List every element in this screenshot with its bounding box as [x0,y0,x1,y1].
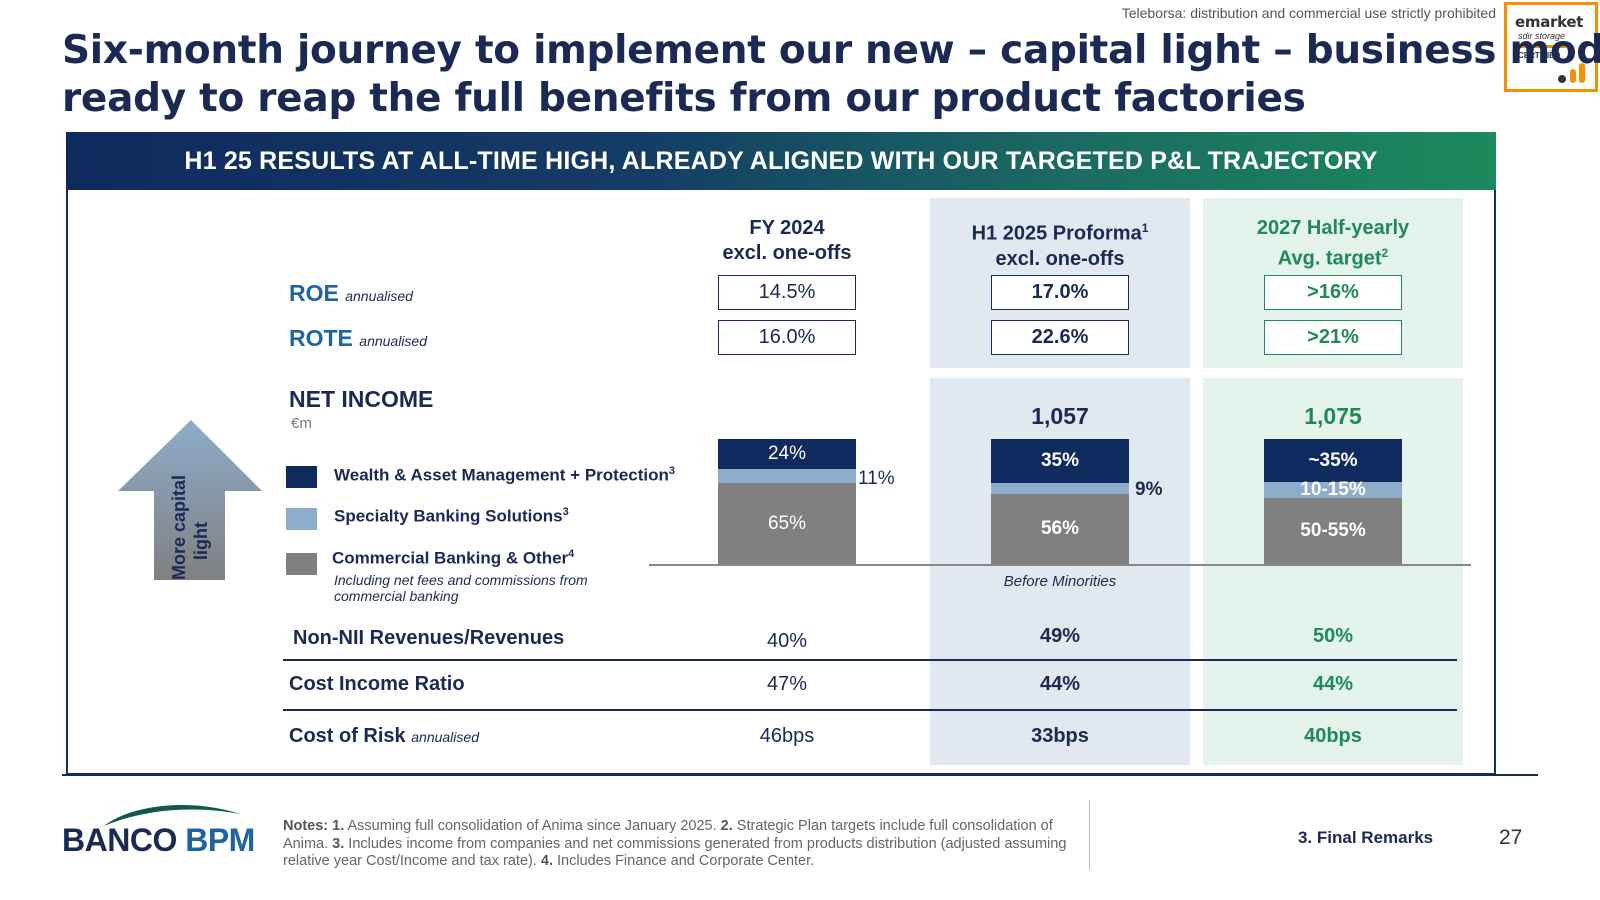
cir-h125: 44% [1039,673,1081,695]
col-head-h125-line2: excl. one-offs [995,247,1125,270]
badge-sub: sdir storage [1518,31,1566,41]
col-head-t27: 2027 Half-yearly Avg. target2 [1203,216,1463,272]
cir-fy24: 47% [766,673,808,695]
before-minorities-note: Before Minorities [1003,573,1117,590]
h125-specialty-segment [991,483,1129,494]
arrow-label-line-1: More capital [169,475,189,580]
roe-fy24-value: 14.5% [718,275,856,310]
cir-t27: 44% [1312,673,1354,695]
fy24-wealth-segment: 24% [718,439,856,469]
legend-commercial-note: Including net fees and commissions from … [334,572,588,604]
rote-t27-value: >21% [1264,320,1402,355]
rote-label-text: ROTE [289,325,353,351]
rote-label: ROTE annualised [289,325,427,352]
h125-specialty-label: 9% [1135,479,1163,500]
nonnii-t27: 50% [1312,625,1354,647]
legend-swatch-commercial [286,553,317,575]
col-head-h125-line1: H1 2025 Proforma1 [971,221,1149,245]
divider-1 [283,659,1457,661]
col-head-t27-line2: Avg. target2 [1277,246,1389,270]
badge-name: emarket [1515,13,1584,31]
nonnii-h125: 49% [1039,625,1081,647]
cor-fy24: 46bps [759,725,815,747]
nonnii-fy24: 40% [766,630,808,652]
cir-label: Cost Income Ratio [289,673,465,695]
t27-lower-panel [1203,378,1463,765]
col-head-fy24: FY 2024 excl. one-offs [657,216,917,266]
section-label: 3. Final Remarks [1298,828,1434,847]
t27-wealth-segment: ~35% [1264,439,1402,482]
legend-commercial: Commercial Banking & Other4 [332,548,575,568]
emarket-badge: emarket sdir storage CERTIFIED [1504,2,1598,92]
h125-commercial-segment: 56% [991,494,1129,564]
section-banner: H1 25 RESULTS AT ALL-TIME HIGH, ALREADY … [66,132,1496,190]
fy24-specialty-label: 11% [858,468,895,489]
title-line-1: Six-month journey to implement our new –… [62,28,1600,73]
nonnii-label: Non-NII Revenues/Revenues [293,627,565,649]
badge-bar [1518,45,1566,48]
net-income-unit: €m [291,415,312,432]
h125-wealth-segment: 35% [991,439,1129,483]
badge-certified: CERTIFIED [1518,51,1561,60]
arrow-label: More capital light [154,470,254,582]
cor-t27: 40bps [1304,725,1362,747]
t27-net-income-total: 1,075 [1304,403,1362,429]
t27-commercial-segment: 50-55% [1264,498,1402,564]
fy24-commercial-segment: 65% [718,483,856,564]
roe-h125-value: 17.0% [991,275,1129,310]
cor-label: Cost of Risk annualised [289,725,479,748]
logo-text: BANCO BPM [62,822,255,858]
col-head-fy24-line2: excl. one-offs [722,242,852,264]
rote-fy24-value: 16.0% [718,320,856,355]
page-number: 27 [1499,826,1523,849]
arrow-label-line-2: light [191,522,211,560]
roe-label-text: ROE [289,280,339,306]
legend-wealth: Wealth & Asset Management + Protection3 [334,465,676,485]
badge-signal-icon [1558,63,1585,83]
roe-note: annualised [345,288,413,304]
col-head-h125: H1 2025 Proforma1 excl. one-offs [930,216,1190,272]
banco-bpm-logo: BANCO BPM [62,800,262,860]
logo-swoosh-icon [104,804,240,826]
title-line-2: ready to reap the full benefits from our… [62,76,1306,121]
cor-h125: 33bps [1031,725,1089,747]
footer-line [62,774,1538,776]
net-income-title: NET INCOME [289,386,434,412]
chart-baseline [649,564,1471,566]
rote-note: annualised [359,333,428,349]
col-head-fy24-line1: FY 2024 [749,217,825,239]
fy24-specialty-segment [718,469,856,483]
h125-net-income-total: 1,057 [1031,403,1089,429]
roe-label: ROE annualised [289,280,413,307]
capital-light-arrow-icon [118,420,264,585]
cor-label-text: Cost of Risk [289,725,406,747]
legend-swatch-wealth [286,466,317,488]
legend-specialty: Specialty Banking Solutions3 [334,506,569,526]
legend-swatch-specialty [286,508,317,530]
footer-divider [1089,800,1090,870]
divider-2 [283,709,1457,711]
h125-lower-panel [930,378,1190,765]
legend-note-line-2: commercial banking [334,588,459,604]
roe-t27-value: >16% [1264,275,1402,310]
cor-note: annualised [411,729,479,745]
watermark: Teleborsa: distribution and commercial u… [1121,5,1496,21]
footnotes: Notes: 1. Assuming full consolidation of… [283,818,1067,869]
rote-h125-value: 22.6% [991,320,1129,355]
t27-specialty-segment: 10-15% [1264,479,1402,500]
page-title: Six-month journey to implement our new –… [62,27,1600,123]
col-head-t27-line1: 2027 Half-yearly [1256,217,1410,239]
legend-note-line-1: Including net fees and commissions from [334,572,588,588]
